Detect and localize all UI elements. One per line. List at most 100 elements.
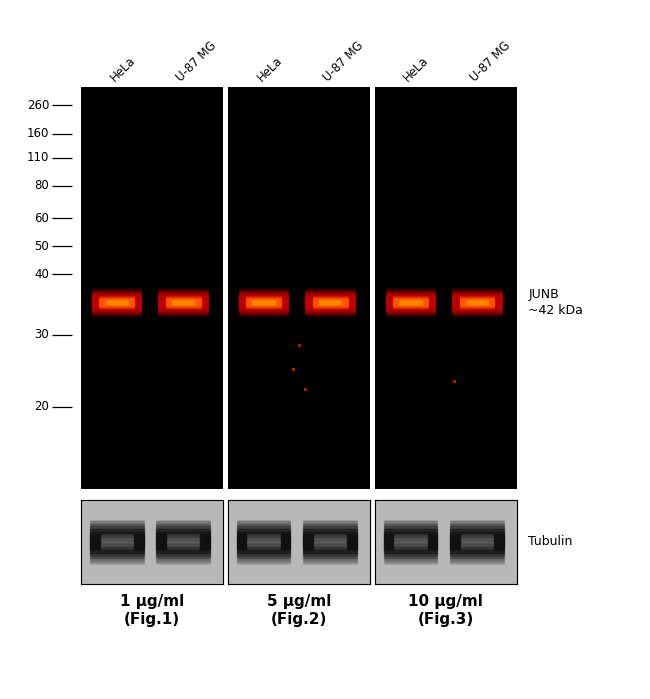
Bar [384,558,437,559]
Bar [90,528,144,529]
Bar [237,549,291,550]
Bar [90,556,144,557]
Bar [237,548,291,549]
Bar [450,538,504,539]
Bar [304,537,357,538]
Bar [90,527,144,528]
Bar [157,537,210,538]
Bar [157,552,210,553]
Bar [450,559,504,560]
Text: 40: 40 [34,268,49,281]
Bar [384,533,437,534]
Bar [237,529,291,530]
Bar [450,536,504,537]
Bar [384,544,437,545]
Bar [157,542,210,543]
Bar [450,549,504,550]
Bar [157,553,210,554]
Bar [90,524,144,525]
Text: 160: 160 [27,127,49,140]
Bar [90,523,144,524]
Bar [157,546,210,547]
Bar [90,532,144,533]
Text: 20: 20 [34,401,49,413]
Bar [157,561,210,562]
Bar [237,550,291,552]
Bar [304,546,357,547]
Bar [90,530,144,531]
Bar [450,520,504,521]
Bar [157,534,210,535]
Bar [450,553,504,554]
Bar [237,562,291,563]
Bar [157,547,210,548]
Bar [157,530,210,531]
Bar [157,529,210,530]
Bar [90,553,144,554]
Bar [304,535,357,536]
Bar [304,542,357,543]
Bar [90,542,144,543]
Bar [237,536,291,537]
Bar [304,525,357,526]
Bar [157,549,210,550]
Bar [450,560,504,561]
Bar [384,521,437,522]
Bar [157,562,210,563]
Bar [384,531,437,532]
Bar [450,540,504,541]
Bar [384,547,437,548]
Bar [450,526,504,527]
Bar [157,541,210,542]
Bar [237,544,291,545]
Bar [237,539,291,540]
Bar [450,532,504,533]
Bar [237,543,291,544]
Text: Tubulin: Tubulin [528,535,573,548]
Bar [237,561,291,562]
Bar [384,557,437,558]
Bar [450,525,504,526]
Text: U-87 MG: U-87 MG [321,40,366,85]
Text: JUNB: JUNB [528,287,559,301]
Bar [304,531,357,532]
Bar [90,552,144,553]
Bar [157,538,210,539]
Bar [450,531,504,532]
Bar [384,530,437,531]
Bar [450,546,504,547]
Bar [237,546,291,547]
Bar [384,523,437,524]
Bar [304,538,357,539]
Bar [157,554,210,555]
Bar [450,521,504,522]
Bar [304,548,357,549]
Bar [304,526,357,527]
Text: ~42 kDa: ~42 kDa [528,304,583,317]
Bar [90,543,144,544]
Bar [157,544,210,545]
Bar [304,552,357,553]
Text: 50: 50 [34,240,49,252]
Bar [237,524,291,525]
Bar [90,561,144,562]
Bar [157,556,210,557]
Bar [450,537,504,538]
Bar [384,545,437,546]
Bar [384,554,437,555]
Bar [157,524,210,525]
Bar [384,534,437,535]
Bar [90,554,144,555]
Bar [157,525,210,526]
Bar [304,543,357,544]
Bar [157,557,210,558]
Text: U-87 MG: U-87 MG [174,40,219,85]
Bar [237,521,291,522]
Bar [237,530,291,531]
Bar [237,523,291,524]
Bar [90,537,144,538]
Bar [384,543,437,544]
Bar [90,544,144,545]
Bar [450,529,504,530]
Bar [384,542,437,543]
